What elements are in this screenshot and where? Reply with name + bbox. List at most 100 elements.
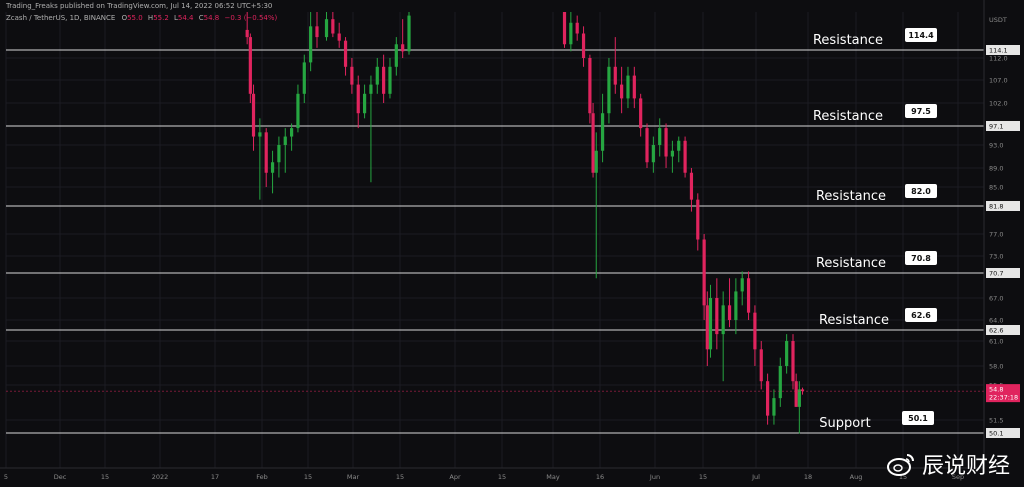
candle-body [309,26,313,63]
candle [705,291,709,366]
level-value: 70.8 [911,254,931,263]
price-axis[interactable]: USDT 112.0 107.0 102.0 93.0 89.0 85.0 77.0 73.0 6… [6,0,1020,468]
level-callout [905,308,937,322]
candle [356,75,360,129]
price-tick: 93.0 [989,142,1003,150]
candle [296,84,300,133]
candle-body [302,62,306,94]
countdown: 22:37:18 [989,394,1018,402]
time-tick: 17 [211,473,219,481]
publish-line: Trading_Freaks published on TradingView.… [6,2,273,10]
candle-body [591,113,595,173]
time-tick: 15 [101,473,109,481]
candle-body [375,66,379,85]
time-tick: 15 [304,473,312,481]
axis-level-tag [986,45,1020,55]
candle-body [778,366,782,399]
candle-body [350,66,354,85]
candle [588,54,592,124]
candle [746,271,751,320]
candle-body [296,93,300,129]
level-label: Resistance [813,33,883,48]
candle-body [645,128,649,163]
candle [309,12,313,72]
candle [600,93,605,163]
axis-level-tag-text: 97.1 [989,123,1003,131]
candle-body [632,75,636,99]
level-callout [902,411,934,425]
candle [626,66,630,109]
candle-body [727,305,732,320]
candle-body [394,44,398,67]
candle [794,373,798,407]
last-price-tag [986,384,1020,403]
level-value: 62.6 [911,311,931,320]
candle [388,58,392,99]
candle [315,12,319,48]
candle [248,33,252,103]
candle [766,373,770,425]
candle [394,37,398,76]
candle-body [407,15,411,52]
candle [575,15,579,41]
level-label: Support [819,416,870,431]
time-tick: Jun [649,473,660,481]
candle [715,278,719,350]
time-tick: 15 [498,473,506,481]
candle [727,278,732,328]
level-value: 50.1 [908,414,928,423]
price-tick: 85.0 [989,184,1003,192]
candle [620,66,624,114]
candle-body [705,305,709,350]
time-tick: May [546,473,560,481]
time-tick: 15 [396,473,404,481]
ohlc-high-label: H [147,14,154,22]
candle [264,128,268,187]
ohlc-low: 54.4 [177,14,194,22]
candle [607,58,611,124]
candle-body [772,398,776,416]
candle [677,136,681,163]
price-tick: 107.0 [989,77,1008,85]
candle [708,284,713,358]
time-tick: Apr [449,473,461,481]
time-tick: 5 [4,473,8,481]
candle-body [290,128,294,137]
candle [258,118,262,200]
candle [664,123,668,168]
ohlc-close: 54.8 [203,14,220,22]
candle-body [664,128,668,157]
candle [702,234,706,320]
level-callout [905,251,937,265]
candle-body [683,140,687,173]
axis-level-tag [986,121,1020,131]
time-axis[interactable]: 5 Dec 15 2022 17 Feb 15 Mar 15 Apr 15 May 16 Jun 15 Jul… [0,467,984,481]
axis-level-tag-text: 81.8 [989,203,1003,211]
time-tick: Mar [347,473,360,481]
candle-body [785,341,789,366]
candle-body [613,66,617,85]
time-tick: Sep [952,473,964,481]
axis-level-tag [986,201,1020,211]
candle-body [356,84,360,114]
candle-body [569,22,573,45]
candle-body [324,19,329,38]
candle [562,12,567,48]
level-label: Resistance [816,189,886,204]
level-label: Resistance [816,256,886,271]
candle-body [620,84,624,99]
candle [569,12,573,52]
candle-body [369,84,373,94]
candle-body [753,312,757,350]
price-tick: 102.0 [989,100,1008,108]
price-tick: 51.5 [989,417,1003,425]
candle-body [740,278,744,292]
symbol-legend: Zcash / TetherUS, 1D, BINANCE O55.0 H55.… [6,14,277,22]
candle [721,291,725,382]
candle-body [388,66,392,94]
candle-body [270,162,275,173]
candle-body [689,172,694,200]
candle-body [283,136,287,145]
candle [245,12,249,45]
